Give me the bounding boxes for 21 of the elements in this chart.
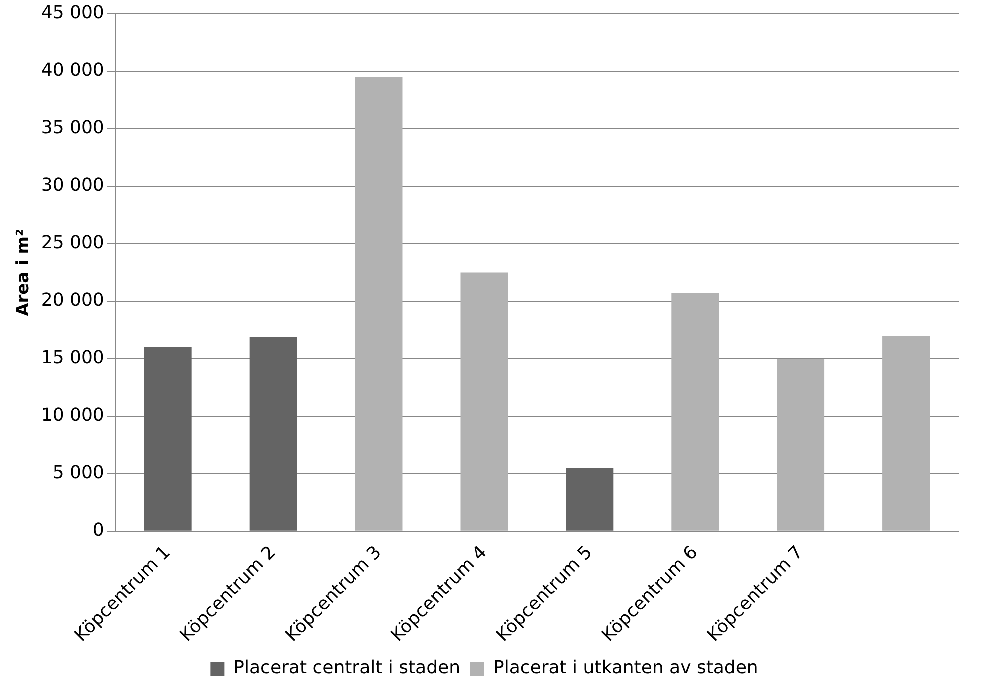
bar bbox=[250, 337, 298, 531]
legend-label: Placerat i utkanten av staden bbox=[493, 658, 758, 679]
y-tick-label: 35 000 bbox=[41, 118, 104, 139]
legend-label: Placerat centralt i staden bbox=[234, 658, 460, 679]
y-tick-label: 45 000 bbox=[41, 2, 104, 24]
bar bbox=[566, 468, 614, 531]
bar bbox=[355, 77, 403, 531]
y-tick-label: 0 bbox=[92, 520, 104, 542]
bar bbox=[777, 358, 825, 531]
y-tick-label: 40 000 bbox=[41, 60, 104, 82]
bar bbox=[460, 272, 508, 531]
y-tick-label: 15 000 bbox=[41, 348, 104, 369]
bar bbox=[144, 347, 192, 531]
y-tick-label: 5 000 bbox=[52, 462, 104, 484]
y-tick-label: 30 000 bbox=[41, 175, 104, 196]
y-axis-title: Area i m² bbox=[14, 229, 34, 316]
y-tick-label: 25 000 bbox=[41, 232, 104, 254]
y-tick-label: 10 000 bbox=[41, 405, 104, 426]
bar bbox=[882, 336, 930, 531]
y-tick-label: 20 000 bbox=[41, 290, 104, 312]
bar bbox=[672, 293, 720, 531]
